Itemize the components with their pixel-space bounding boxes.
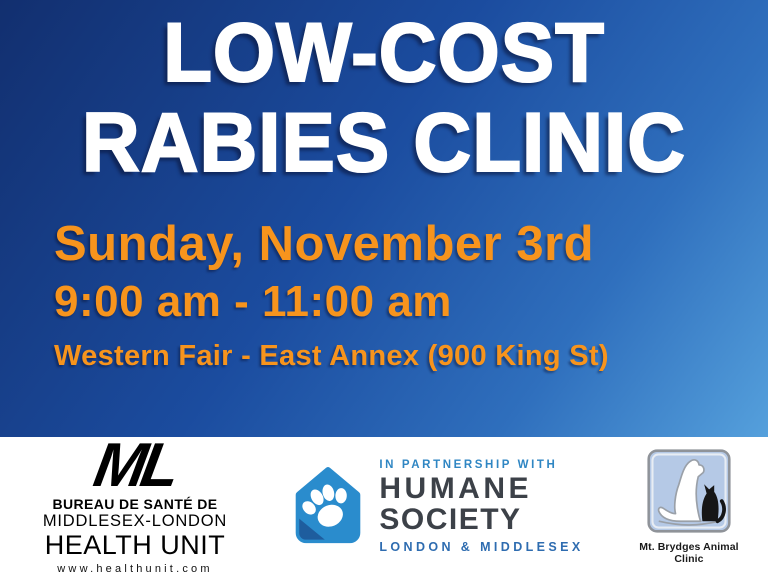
event-location: Western Fair - East Annex (900 King St): [54, 339, 609, 372]
poster-title: LOW-COST RABIES CLINIC: [0, 5, 768, 191]
humane-region: LONDON & MIDDLESEX: [379, 539, 584, 554]
event-date: Sunday, November 3rd: [54, 216, 595, 271]
poster-title-line2: RABIES CLINIC: [81, 96, 687, 191]
event-time: 9:00 am - 11:00 am: [54, 276, 452, 326]
event-details: Sunday, November 3rd 9:00 am - 11:00 am …: [0, 189, 768, 376]
animal-clinic-logo: Mt. Brydges Animal Clinic: [630, 448, 748, 565]
health-unit-line-fr: BUREAU DE SANTÉ DE: [52, 495, 218, 512]
humane-name-line2: SOCIETY: [379, 503, 522, 536]
poster-title-line1: LOW-COST: [162, 5, 605, 100]
ml-logo-mark: ML: [89, 430, 181, 500]
partnership-tagline: IN PARTNERSHIP WITH: [379, 459, 558, 472]
dog-cat-icon: [647, 448, 731, 537]
health-unit-logo: ML BUREAU DE SANTÉ DE MIDDLESEX-LONDON H…: [26, 430, 244, 576]
health-unit-line-region: MIDDLESEX-LONDON: [42, 511, 228, 530]
humane-society-logo: IN PARTNERSHIP WITH HUMANE SOCIETY LONDO…: [290, 459, 583, 554]
health-unit-line-name: HEALTH UNIT: [44, 529, 226, 560]
health-unit-website: www.healthunit.com: [57, 563, 213, 576]
paw-house-icon: [290, 459, 366, 554]
poster-header-area: LOW-COST RABIES CLINIC Sunday, November …: [0, 0, 768, 437]
humane-name-line1: HUMANE: [379, 472, 533, 506]
animal-clinic-caption: Mt. Brydges Animal Clinic: [639, 540, 739, 565]
partner-logos-band: ML BUREAU DE SANTÉ DE MIDDLESEX-LONDON H…: [0, 430, 768, 576]
humane-society-wordmark: IN PARTNERSHIP WITH HUMANE SOCIETY LONDO…: [379, 459, 583, 553]
